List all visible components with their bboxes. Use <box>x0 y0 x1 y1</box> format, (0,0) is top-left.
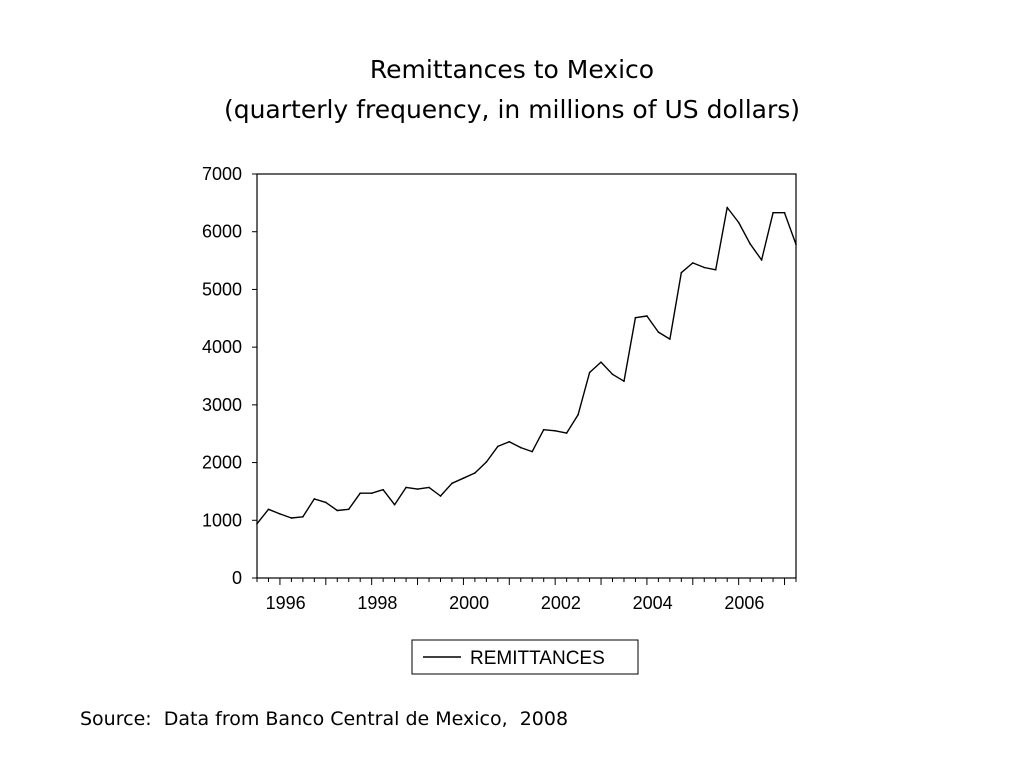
data-point <box>451 482 453 485</box>
data-point <box>497 445 499 448</box>
series-line-remittances <box>256 206 797 525</box>
data-point <box>737 221 740 224</box>
data-point <box>565 432 568 434</box>
x-axis: 1996 1998 2000 2002 2004 2006 <box>256 578 797 613</box>
data-point <box>325 501 327 504</box>
data-point <box>393 503 396 506</box>
data-point <box>577 413 579 416</box>
legend-label-remittances: REMITTANCES <box>470 648 605 669</box>
chart-title: Remittances to Mexico <box>369 55 655 84</box>
y-tick-label-6000: 6000 <box>202 222 242 242</box>
data-point <box>428 486 430 489</box>
y-tick-label-4000: 4000 <box>202 337 242 357</box>
data-point <box>347 508 350 511</box>
data-point <box>462 477 465 479</box>
data-point <box>531 450 534 453</box>
data-point <box>508 440 511 443</box>
data-point <box>795 243 797 246</box>
y-tick-label-5000: 5000 <box>202 279 242 299</box>
data-point <box>783 211 786 214</box>
x-tick-label-2004: 2004 <box>633 593 673 613</box>
data-point <box>657 331 660 333</box>
data-point <box>256 522 258 525</box>
data-point <box>370 492 373 494</box>
data-point <box>646 315 648 317</box>
x-tick-label-2002: 2002 <box>541 593 581 613</box>
data-point <box>336 509 339 512</box>
x-tick-label-1998: 1998 <box>357 593 397 613</box>
data-point <box>302 516 304 518</box>
source-note: Source: Data from Banco Central de Mexic… <box>80 708 569 730</box>
data-point <box>623 380 625 382</box>
data-point <box>669 338 671 340</box>
x-tick-label-2000: 2000 <box>449 593 489 613</box>
data-point <box>726 206 728 209</box>
data-point <box>382 488 384 491</box>
data-point <box>600 361 602 363</box>
data-point <box>474 472 476 474</box>
data-point <box>359 492 362 494</box>
data-point <box>554 430 556 432</box>
data-point <box>714 269 717 271</box>
chart-title-block: Remittances to Mexico (quarterly frequen… <box>0 50 1024 130</box>
data-point <box>611 373 614 376</box>
data-point <box>680 271 683 274</box>
legend: REMITTANCES <box>411 639 639 675</box>
data-point <box>519 446 522 449</box>
plot-frame <box>256 173 797 579</box>
series-layer <box>256 206 797 525</box>
data-point <box>279 513 281 515</box>
data-point <box>485 461 488 463</box>
data-point <box>439 495 442 497</box>
y-tick-label-2000: 2000 <box>202 453 242 473</box>
chart-subtitle: (quarterly frequency, in millions of US … <box>223 95 801 124</box>
data-point <box>691 262 694 264</box>
data-point <box>760 259 763 261</box>
data-point <box>416 488 419 490</box>
x-tick-label-2006: 2006 <box>724 593 764 613</box>
data-point <box>542 428 545 431</box>
y-tick-label-1000: 1000 <box>202 510 242 530</box>
data-point <box>267 508 270 511</box>
y-axis: 0 1000 2000 3000 4000 5000 6000 7000 <box>202 164 257 588</box>
data-point <box>588 371 591 374</box>
x-tick-label-1996: 1996 <box>266 593 306 613</box>
data-point <box>634 316 637 319</box>
data-point <box>313 498 316 500</box>
data-point <box>703 266 706 269</box>
y-tick-label-3000: 3000 <box>202 395 242 415</box>
y-tick-label-0: 0 <box>232 568 242 588</box>
y-tick-label-7000: 7000 <box>202 164 242 184</box>
data-point <box>290 517 293 519</box>
data-point <box>405 486 407 489</box>
data-point <box>772 211 774 214</box>
data-point <box>749 243 751 245</box>
